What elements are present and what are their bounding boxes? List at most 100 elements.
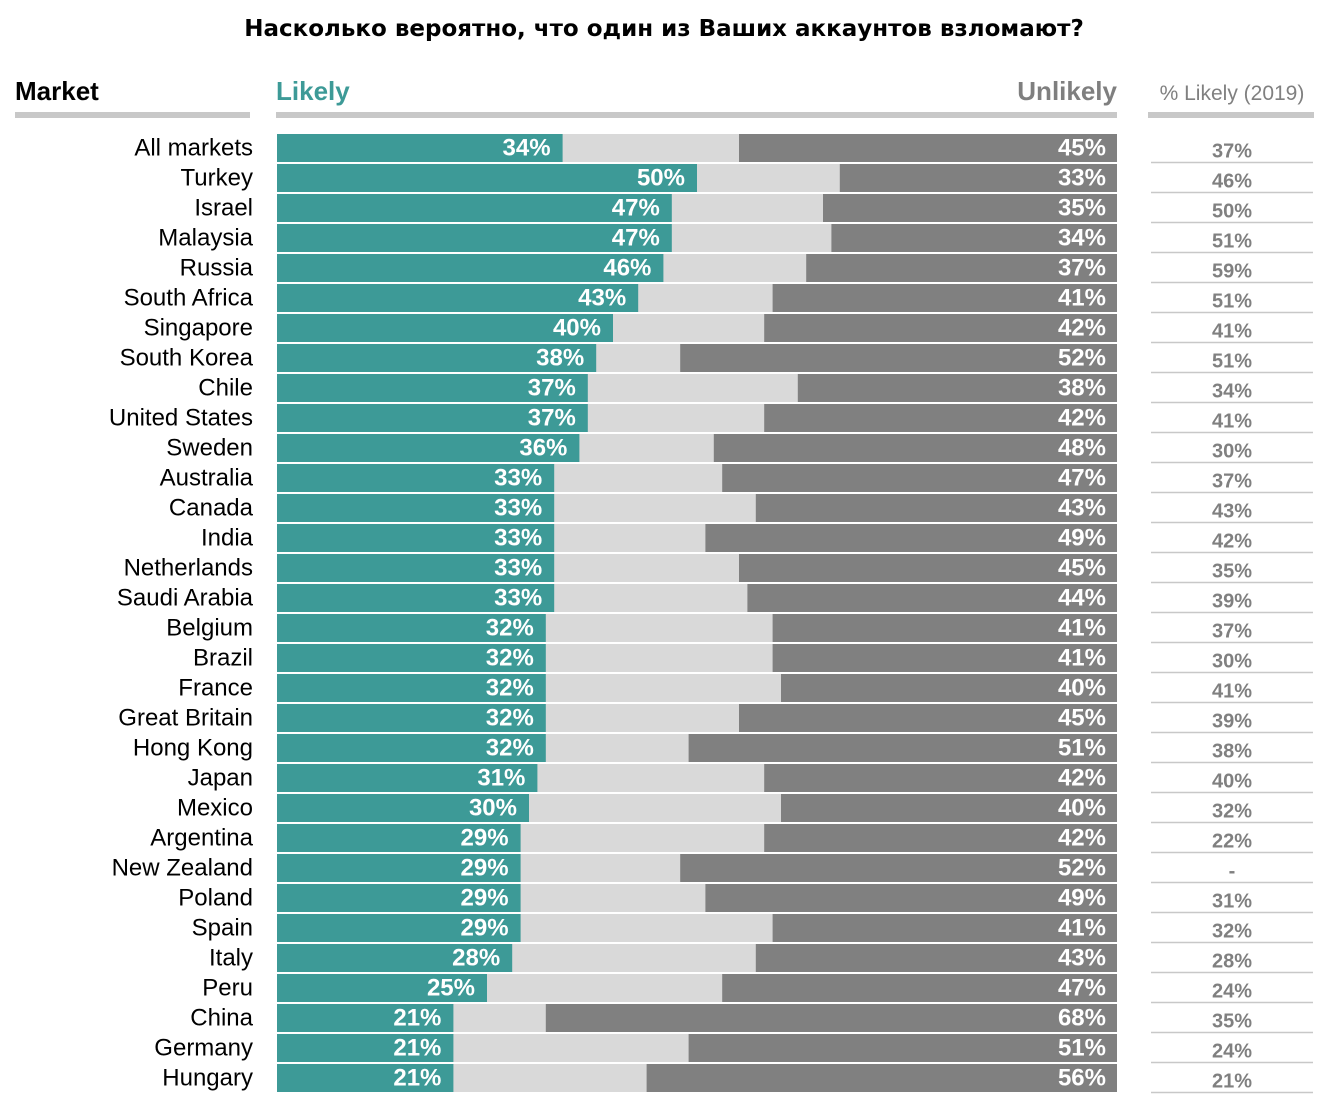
- bar-likely-segment: [277, 1064, 454, 1092]
- likely-2019-value-label: 37%: [1212, 470, 1252, 492]
- unlikely-value-label: 37%: [1058, 254, 1106, 281]
- likely-value-label: 38%: [536, 344, 584, 371]
- bar-unlikely-segment: [797, 374, 1117, 402]
- bars-header-rule: [276, 112, 1117, 118]
- unlikely-value-label: 35%: [1058, 194, 1106, 221]
- bar-likely-segment: [277, 674, 546, 702]
- bar-likely-segment: [277, 974, 487, 1002]
- market-label: China: [190, 1004, 253, 1031]
- likely-value-label: 47%: [612, 224, 660, 251]
- bar-unlikely-segment: [806, 254, 1117, 282]
- unlikely-value-label: 49%: [1058, 524, 1106, 551]
- likely-2019-value-label: 51%: [1212, 230, 1252, 252]
- bar-likely-segment: [277, 1004, 454, 1032]
- market-label: Turkey: [181, 164, 253, 191]
- likely-2019-value-label: 37%: [1212, 140, 1252, 162]
- unlikely-value-label: 42%: [1058, 824, 1106, 851]
- bar-unlikely-segment: [764, 404, 1117, 432]
- bar-unlikely-segment: [755, 494, 1117, 522]
- unlikely-value-label: 34%: [1058, 224, 1106, 251]
- unlikely-value-label: 42%: [1058, 764, 1106, 791]
- unlikely-value-label: 41%: [1058, 284, 1106, 311]
- bar-unlikely-segment: [680, 344, 1117, 372]
- likely-value-label: 30%: [469, 794, 517, 821]
- likely-2019-value-label: 32%: [1212, 920, 1252, 942]
- likely-2019-value-label: 35%: [1212, 560, 1252, 582]
- likely-2019-value-label: 46%: [1212, 170, 1252, 192]
- unlikely-value-label: 42%: [1058, 314, 1106, 341]
- bar-unlikely-segment: [545, 1004, 1117, 1032]
- likely-value-label: 33%: [494, 494, 542, 521]
- bar-likely-segment: [277, 194, 672, 222]
- likely-2019-value-label: 32%: [1212, 800, 1252, 822]
- likely-value-label: 37%: [528, 404, 576, 431]
- market-label: South Korea: [120, 344, 254, 371]
- bar-likely-segment: [277, 824, 521, 852]
- likely-2019-value-label: 22%: [1212, 830, 1252, 852]
- bar-likely-segment: [277, 554, 555, 582]
- likely-2019-value-label: 50%: [1212, 200, 1252, 222]
- unlikely-value-label: 56%: [1058, 1064, 1106, 1091]
- bar-likely-segment: [277, 344, 597, 372]
- unlikely-value-label: 43%: [1058, 494, 1106, 521]
- unlikely-column-header: Unlikely: [1017, 76, 1117, 106]
- unlikely-value-label: 40%: [1058, 674, 1106, 701]
- likely-value-label: 33%: [494, 554, 542, 581]
- unlikely-value-label: 47%: [1058, 464, 1106, 491]
- bar-unlikely-segment: [739, 134, 1117, 162]
- likely-2019-value-label: 39%: [1212, 590, 1252, 612]
- likely-value-label: 29%: [461, 914, 509, 941]
- bar-likely-segment: [277, 914, 521, 942]
- market-label: Argentina: [150, 824, 253, 851]
- bar-unlikely-segment: [747, 584, 1117, 612]
- unlikely-value-label: 68%: [1058, 1004, 1106, 1031]
- bar-unlikely-segment: [772, 914, 1117, 942]
- unlikely-value-label: 51%: [1058, 734, 1106, 761]
- market-label: Japan: [188, 764, 253, 791]
- chart-title: Насколько вероятно, что один из Ваших ак…: [244, 16, 1084, 42]
- unlikely-value-label: 47%: [1058, 974, 1106, 1001]
- likely-value-label: 28%: [452, 944, 500, 971]
- unlikely-value-label: 41%: [1058, 644, 1106, 671]
- market-label: Canada: [169, 494, 254, 521]
- likely-2019-value-label: 51%: [1212, 290, 1252, 312]
- likely-value-label: 31%: [477, 764, 525, 791]
- likely-value-label: 29%: [461, 854, 509, 881]
- bar-likely-segment: [277, 284, 639, 312]
- likely-value-label: 32%: [486, 734, 534, 761]
- bar-likely-segment: [277, 494, 555, 522]
- market-label: Singapore: [144, 314, 253, 341]
- bar-unlikely-segment: [772, 644, 1117, 672]
- unlikely-value-label: 45%: [1058, 704, 1106, 731]
- bar-unlikely-segment: [705, 524, 1117, 552]
- bar-unlikely-segment: [646, 1064, 1117, 1092]
- bar-unlikely-segment: [772, 284, 1117, 312]
- bar-unlikely-segment: [739, 704, 1117, 732]
- bar-likely-segment: [277, 434, 580, 462]
- likely-2019-value-label: 40%: [1212, 770, 1252, 792]
- unlikely-value-label: 45%: [1058, 554, 1106, 581]
- likely-value-label: 33%: [494, 464, 542, 491]
- market-label: Spain: [192, 914, 253, 941]
- bar-likely-segment: [277, 584, 555, 612]
- likely-value-label: 32%: [486, 704, 534, 731]
- likely-2019-header-rule: [1148, 112, 1314, 118]
- market-label: Australia: [160, 464, 254, 491]
- bar-likely-segment: [277, 854, 521, 882]
- likely-2019-value-label: 39%: [1212, 710, 1252, 732]
- likely-2019-value-label: 21%: [1212, 1070, 1252, 1092]
- bar-unlikely-segment: [722, 974, 1117, 1002]
- market-label: New Zealand: [112, 854, 253, 881]
- bar-unlikely-segment: [823, 194, 1117, 222]
- likely-2019-value-label: 24%: [1212, 980, 1252, 1002]
- likely-value-label: 29%: [461, 884, 509, 911]
- likely-2019-value-label: 28%: [1212, 950, 1252, 972]
- likely-value-label: 33%: [494, 584, 542, 611]
- bar-likely-segment: [277, 374, 588, 402]
- bar-likely-segment: [277, 644, 546, 672]
- likely-2019-value-label: 41%: [1212, 410, 1252, 432]
- unlikely-value-label: 52%: [1058, 854, 1106, 881]
- likely-value-label: 21%: [393, 1004, 441, 1031]
- market-label: Saudi Arabia: [117, 584, 254, 611]
